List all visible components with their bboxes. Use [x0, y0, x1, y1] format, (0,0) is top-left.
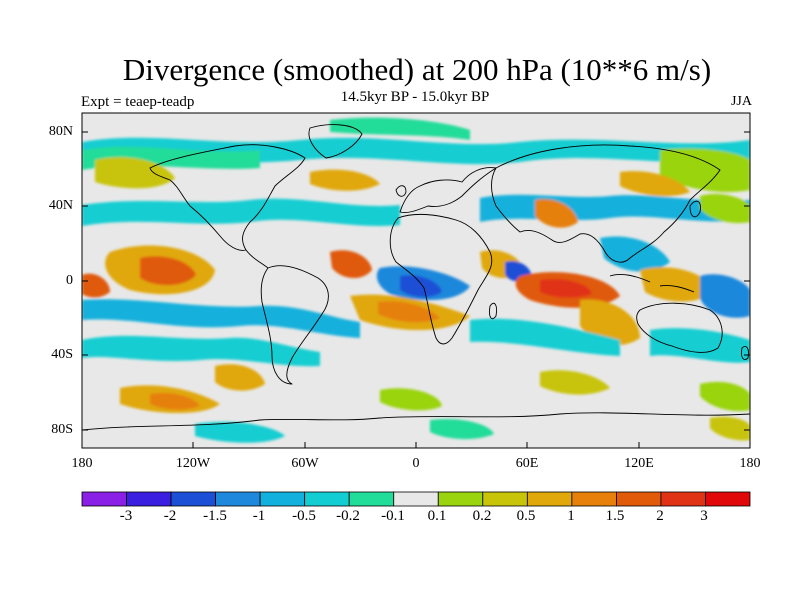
- colorbar: [81, 491, 751, 507]
- colorbar-label: 2: [656, 508, 664, 524]
- coastline-south-america: [260, 265, 329, 385]
- coastline-north-america: [149, 144, 306, 251]
- field-region: [710, 416, 750, 441]
- field-region: [430, 418, 494, 440]
- colorbar-swatch: [215, 491, 261, 507]
- colorbar-label: 0.1: [427, 508, 447, 524]
- coastline-greenland: [308, 124, 363, 159]
- colorbar-swatch: [259, 491, 306, 507]
- field-region: [540, 370, 610, 395]
- field-region: [380, 388, 442, 411]
- colorbar-swatch: [526, 491, 573, 507]
- colorbar-swatch: [81, 491, 127, 507]
- field-region: [535, 199, 578, 228]
- x-tick-label: 60W: [291, 456, 319, 471]
- field-region: [195, 421, 285, 443]
- y-tick-label: 40N: [48, 198, 73, 213]
- colorbar-swatch: [437, 491, 484, 507]
- coastline-indonesia: [609, 273, 695, 293]
- colorbar-label: -0.2: [336, 508, 360, 524]
- colorbar-swatch: [660, 491, 706, 507]
- colorbar-swatch: [705, 491, 751, 507]
- colorbar-swatch: [482, 491, 528, 507]
- y-tick-label: 80N: [48, 124, 73, 139]
- x-tick-label: 180: [71, 456, 93, 471]
- divergence-field: [82, 113, 750, 448]
- field-region: [580, 299, 640, 346]
- field-region: [82, 335, 320, 367]
- coastline-africa: [389, 213, 493, 345]
- coastline-australia: [636, 302, 723, 353]
- field-region: [660, 148, 750, 193]
- coastline-new-zealand: [741, 346, 749, 360]
- coastline-madagascar: [489, 302, 497, 320]
- y-tick-label: 80S: [51, 422, 73, 437]
- x-tick-label: 60E: [515, 456, 539, 471]
- field-region: [700, 274, 750, 318]
- colorbar-swatch: [304, 491, 350, 507]
- x-tick-label: 120W: [175, 456, 211, 471]
- colorbar-swatch: [571, 491, 617, 507]
- field-region: [330, 117, 470, 140]
- field-region: [82, 299, 360, 338]
- colorbar-label: 3: [700, 508, 708, 524]
- field-region: [330, 250, 372, 279]
- field-region: [150, 392, 200, 410]
- colorbar-swatch: [616, 491, 662, 507]
- x-tick-marks: [81, 442, 751, 448]
- colorbar-label: -0.1: [381, 508, 405, 524]
- colorbar-swatch: [126, 491, 172, 507]
- y-tick-marks: [82, 131, 750, 431]
- colorbar-label: 1.5: [605, 508, 625, 524]
- coastline-asia: [491, 144, 721, 263]
- coastline-central-america: [245, 249, 269, 269]
- field-region: [540, 278, 592, 298]
- colorbar-label: 0.5: [516, 508, 536, 524]
- colorbar-label: 0.2: [472, 508, 492, 524]
- field-region: [400, 275, 442, 298]
- colorbar-label: -1: [252, 508, 266, 524]
- field-region: [640, 267, 715, 302]
- field-region: [82, 273, 110, 298]
- coastline-japan: [689, 200, 701, 218]
- colorbar-label: -3: [119, 508, 133, 524]
- chart-subtitle: 14.5kyr BP - 15.0kyr BP: [340, 89, 490, 105]
- colorbar-swatch: [348, 491, 395, 507]
- field-region: [620, 171, 690, 197]
- x-tick-label: 0: [412, 456, 420, 471]
- colorbar-label: 1: [567, 508, 575, 524]
- field-region: [95, 157, 175, 189]
- field-region: [650, 328, 750, 363]
- field-region: [700, 381, 750, 412]
- field-region: [82, 198, 400, 226]
- season-label: JJA: [730, 94, 752, 109]
- field-region: [470, 318, 620, 356]
- field-region: [310, 169, 380, 191]
- field-region: [140, 256, 196, 286]
- colorbar-label: -2: [163, 508, 177, 524]
- colorbar-label: -1.5: [203, 508, 227, 524]
- chart-title: Divergence (smoothed) at 200 hPa (10**6 …: [122, 52, 712, 87]
- field-region: [378, 301, 440, 323]
- y-tick-label: 40S: [51, 347, 73, 362]
- colorbar-label: -0.5: [292, 508, 316, 524]
- coastline-antarctica: [82, 412, 750, 431]
- field-region: [700, 193, 750, 224]
- coastline-british-isles: [395, 185, 407, 197]
- x-tick-label: 180: [739, 456, 761, 471]
- y-tick-label: 0: [66, 273, 73, 288]
- colorbar-swatch: [393, 491, 439, 507]
- x-tick-label: 120E: [624, 456, 654, 471]
- coastlines: [82, 124, 750, 431]
- field-region: [215, 364, 265, 391]
- colorbar-swatch: [170, 491, 217, 507]
- experiment-label: Expt = teaep-teadp: [81, 94, 195, 110]
